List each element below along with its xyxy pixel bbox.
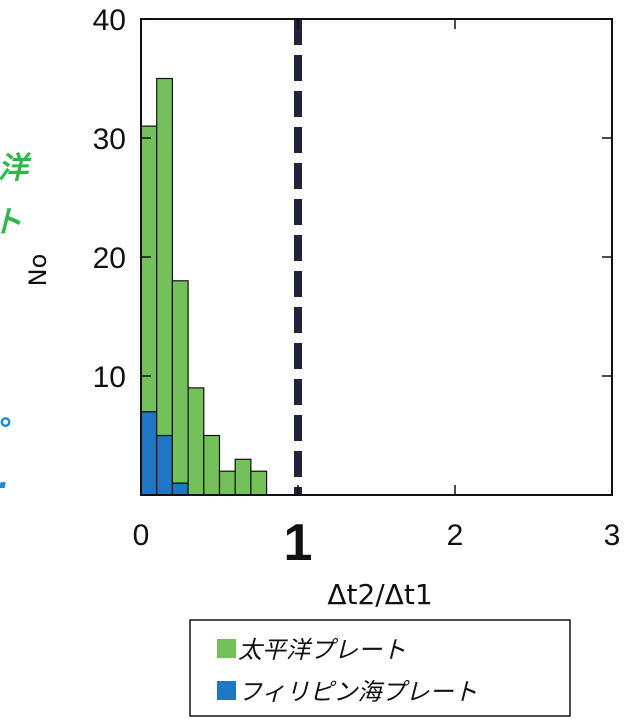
x-axis-label: Δt2/Δt1: [327, 578, 432, 611]
axis-ticks: [140, 18, 613, 495]
bar-pacific-1: [156, 77, 173, 437]
x-tick-label-1: 1: [284, 514, 313, 572]
side-label-bottom-2: .: [0, 461, 9, 496]
x-tick-label-2: 2: [447, 519, 464, 552]
side-label-top-1: 洋: [0, 151, 32, 186]
y-tick-label-10: 10: [93, 361, 126, 394]
y-tick-label-20: 20: [93, 242, 126, 275]
bars-group: [140, 77, 268, 496]
bar-pacific-4: [203, 434, 221, 496]
x-tick-label-3: 3: [604, 519, 621, 552]
bar-pacific-5: [218, 470, 236, 496]
legend: 太平洋プレート フィリピン海プレート: [189, 619, 571, 717]
legend-label-philippine: フィリピン海プレート: [238, 678, 478, 706]
bar-pacific-6: [234, 458, 252, 496]
plot-frame: [140, 18, 613, 496]
legend-swatch-philippine: [217, 681, 236, 700]
bar-philippine-0: [140, 411, 158, 496]
y-axis-label: No: [24, 254, 52, 287]
legend-swatch-pacific: [217, 639, 236, 658]
axis-tick-labels: 0 1 2 3 10 20 30 40: [93, 4, 621, 572]
bar-pacific-0: [140, 125, 158, 413]
bar-philippine-1: [156, 434, 173, 496]
side-label-top-2: ト: [0, 205, 22, 240]
bar-pacific-2: [171, 280, 189, 484]
bar-pacific-3: [187, 387, 205, 496]
legend-label-pacific: 太平洋プレート: [238, 636, 406, 664]
side-label-bottom-1: °: [0, 413, 13, 448]
x-tick-label-0: 0: [133, 519, 150, 552]
legend-box: [189, 619, 571, 717]
y-tick-label-30: 30: [93, 123, 126, 156]
bar-philippine-2: [171, 482, 189, 496]
y-tick-label-40: 40: [93, 4, 126, 37]
bar-pacific-7: [250, 470, 268, 496]
